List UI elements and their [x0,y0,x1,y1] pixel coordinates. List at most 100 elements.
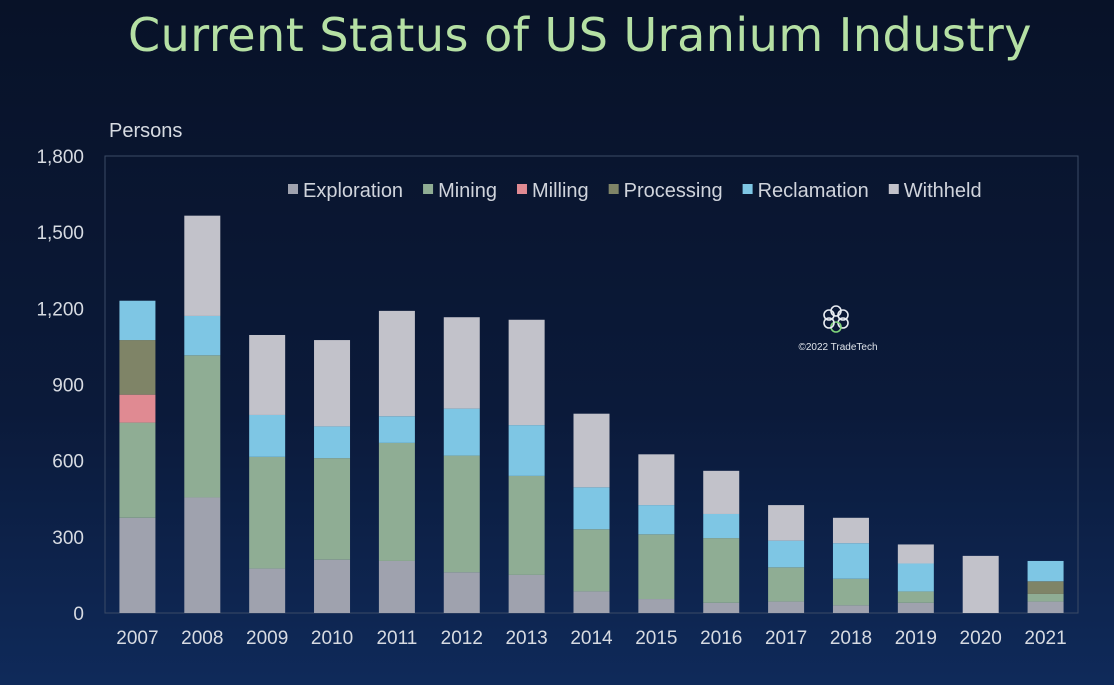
bar-mining-2014 [573,529,610,592]
y-tick-label: 0 [73,604,84,625]
bar-reclamation-2008 [184,315,221,356]
legend: Exploration Mining Milling Processing Reclam… [288,180,982,202]
bar-exploration-2007 [119,517,156,613]
bar-reclamation-2014 [573,487,610,530]
bar-mining-2011 [378,442,415,561]
bar-milling-2007 [119,394,156,423]
bar-mining-2010 [314,458,351,560]
x-tick-label: 2011 [376,628,417,649]
y-tick-label: 1,500 [36,223,84,244]
bar-reclamation-2009 [249,414,286,457]
tradetech-logo-icon [823,305,849,333]
x-tick-label: 2017 [765,628,807,649]
x-tick-label: 2008 [181,628,223,649]
legend-swatch-exploration [288,184,298,194]
tradetech-watermark: ©2022 TradeTech [798,305,878,353]
bar-reclamation-2021 [1027,560,1064,582]
bar-withheld-2011 [378,310,415,417]
bar-withheld-2020 [962,555,999,613]
bar-reclamation-2015 [638,505,675,535]
bar-withheld-2015 [638,454,675,506]
bar-processing-2021 [1027,581,1064,594]
bar-mining-2017 [768,567,805,602]
bar-reclamation-2007 [119,300,156,341]
legend-swatch-reclamation [742,184,753,194]
bar-reclamation-2012 [443,408,480,456]
bar-reclamation-2013 [508,425,545,476]
bar-exploration-2014 [573,591,610,613]
x-tick-label: 2010 [311,628,353,649]
bar-processing-2007 [119,340,156,395]
bar-exploration-2018 [832,605,869,613]
bar-exploration-2009 [249,568,286,613]
bar-withheld-2016 [703,470,740,514]
x-tick-label: 2015 [635,628,677,649]
bar-mining-2016 [703,538,740,603]
bar-mining-2007 [119,422,156,518]
y-tick-label: 1,200 [36,299,84,320]
legend-swatch-processing [608,184,619,194]
bar-mining-2015 [638,534,675,600]
x-tick-label: 2016 [700,628,742,649]
bar-exploration-2012 [443,572,480,613]
y-tick-label: 1,800 [36,147,84,168]
bar-mining-2019 [897,591,934,603]
bar-exploration-2019 [897,602,934,613]
bar-withheld-2008 [184,215,221,316]
legend-label-reclamation: Reclamation [758,180,869,202]
bar-reclamation-2018 [832,543,869,579]
bar-withheld-2010 [314,340,351,427]
bar-withheld-2012 [443,317,480,409]
bar-reclamation-2010 [314,426,351,459]
bar-exploration-2021 [1027,601,1064,613]
legend-label-mining: Mining [438,180,497,202]
bar-reclamation-2017 [768,540,805,568]
legend-swatch-withheld [888,184,899,194]
y-axis: 0 300 600 900 1,200 1,500 1,800 [36,147,84,625]
x-tick-label: 2018 [830,628,872,649]
legend-swatch-milling [516,184,527,194]
bar-reclamation-2016 [703,513,740,539]
chart-title: Current Status of US Uranium Industry [127,8,1033,62]
y-tick-label: 600 [52,452,84,473]
y-tick-label: 900 [52,376,84,397]
bar-exploration-2015 [638,599,675,613]
bar-mining-2008 [184,355,221,498]
bar-mining-2009 [249,456,286,569]
x-tick-label: 2009 [246,628,288,649]
bar-withheld-2019 [897,544,934,564]
legend-label-milling: Milling [532,180,589,202]
bar-reclamation-2019 [897,563,934,592]
x-tick-label: 2007 [116,628,158,649]
bar-withheld-2013 [508,319,545,426]
bar-withheld-2009 [249,334,286,415]
bar-mining-2013 [508,475,545,575]
y-axis-label: Persons [109,120,182,142]
legend-swatch-mining [423,184,434,194]
bar-withheld-2017 [768,505,805,541]
y-tick-label: 300 [52,528,84,549]
bar-mining-2012 [443,455,480,573]
bars-group [119,215,1064,613]
bar-mining-2018 [832,578,869,606]
bar-exploration-2013 [508,574,545,613]
x-tick-label: 2019 [895,628,937,649]
bar-withheld-2018 [832,517,869,544]
bar-exploration-2017 [768,601,805,613]
x-tick-label: 2014 [570,628,613,649]
x-axis: 2007 2008 2009 2010 2011 2012 2013 2014 2015 2016… [116,628,1066,649]
x-tick-label: 2021 [1024,628,1066,649]
legend-label-exploration: Exploration [303,180,403,202]
watermark-text: ©2022 TradeTech [798,342,877,353]
x-tick-label: 2020 [960,628,1002,649]
x-tick-label: 2013 [505,628,547,649]
bar-exploration-2011 [378,560,415,613]
bar-exploration-2010 [314,559,351,613]
bar-reclamation-2011 [378,416,415,443]
x-tick-label: 2012 [441,628,483,649]
legend-label-withheld: Withheld [904,180,982,202]
bar-mining-2021 [1027,593,1064,602]
bar-exploration-2008 [184,497,221,613]
bar-exploration-2016 [703,602,740,613]
